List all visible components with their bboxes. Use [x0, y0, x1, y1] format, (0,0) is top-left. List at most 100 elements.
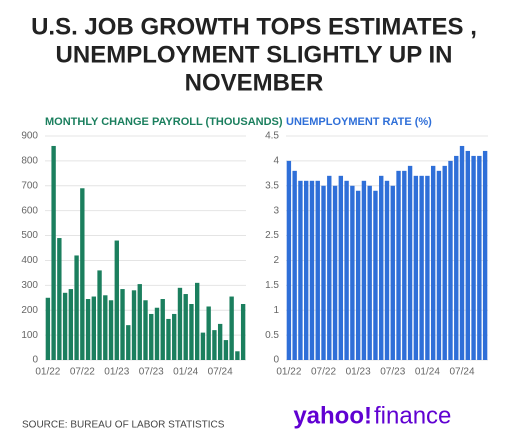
y-tick-label: 300 [21, 280, 38, 291]
logo-name: yahoo! [293, 402, 372, 429]
y-tick-label: 2 [273, 255, 279, 266]
chart-title: MONTHLY CHANGE PAYROLL (THOUSANDS) [45, 116, 283, 128]
bar [240, 304, 246, 360]
x-tick-label: 01/24 [173, 367, 198, 378]
bar [327, 175, 332, 360]
x-tick-label: 01/23 [104, 367, 129, 378]
x-tick-label: 07/24 [450, 367, 475, 378]
bar [217, 323, 223, 360]
y-tick-label: 0 [273, 355, 279, 366]
bar [430, 165, 436, 360]
bar [454, 155, 459, 360]
x-tick-label: 01/24 [415, 367, 440, 378]
y-tick-label: 500 [21, 230, 38, 241]
bar [114, 240, 119, 360]
bar [477, 155, 482, 360]
y-tick-label: 600 [21, 205, 38, 216]
bar [309, 180, 315, 360]
logo-product: finance [374, 402, 451, 429]
bar [373, 190, 378, 360]
bar [97, 270, 102, 360]
bar [332, 185, 338, 360]
x-tick-label: 01/22 [276, 367, 301, 378]
y-tick-label: 100 [21, 330, 38, 341]
bar [465, 150, 470, 360]
bar [195, 282, 200, 360]
bar [189, 304, 194, 360]
bar [315, 180, 320, 360]
x-tick-label: 01/23 [346, 367, 371, 378]
source: SOURCE: BUREAU OF LABOR STATISTICS [22, 420, 225, 431]
title-line: UNEMPLOYMENT SLIGHTLY UP IN [56, 41, 453, 68]
y-tick-label: 3.5 [265, 180, 279, 191]
x-tick-label: 07/22 [311, 367, 336, 378]
bar [235, 351, 240, 360]
bar [57, 238, 62, 360]
bar [131, 290, 137, 360]
bar [396, 170, 401, 360]
bar [350, 185, 355, 360]
y-tick-label: 700 [21, 180, 38, 191]
bar [379, 175, 384, 360]
bar [177, 287, 183, 360]
bar [321, 185, 326, 360]
bar [80, 188, 85, 360]
bar [413, 175, 419, 360]
y-tick-label: 3 [273, 205, 279, 216]
y-tick-label: 4 [273, 156, 279, 167]
y-tick-label: 1.5 [265, 280, 279, 291]
bar [108, 300, 114, 360]
bar [344, 180, 349, 360]
y-tick-label: 4.5 [265, 131, 279, 142]
bar [120, 289, 125, 360]
y-tick-label: 2.5 [265, 230, 279, 241]
bar [471, 155, 476, 360]
bar [338, 175, 344, 360]
bar [91, 296, 96, 360]
bar [160, 299, 165, 360]
y-tick-label: 0 [32, 355, 38, 366]
x-tick-label: 07/23 [380, 367, 405, 378]
bar [154, 307, 160, 360]
bar [292, 170, 297, 360]
bar [419, 175, 424, 360]
y-tick-label: 800 [21, 156, 38, 167]
x-tick-label: 07/23 [139, 367, 164, 378]
bar [229, 296, 234, 360]
bar [206, 306, 211, 360]
y-tick-label: 900 [21, 131, 38, 142]
bar [137, 284, 142, 360]
bar [183, 294, 188, 360]
bar [367, 185, 372, 360]
bar [482, 150, 488, 360]
x-tick-label: 01/22 [35, 367, 60, 378]
bar [436, 170, 442, 360]
bar [126, 325, 131, 360]
bar [407, 165, 413, 360]
y-tick-label: 1 [273, 305, 279, 316]
bar [172, 313, 177, 360]
bar [384, 180, 390, 360]
bar [304, 180, 309, 360]
bar [361, 180, 367, 360]
x-tick-label: 07/22 [70, 367, 95, 378]
x-tick-label: 07/24 [208, 367, 233, 378]
bar [459, 145, 465, 360]
bar [223, 340, 229, 360]
bar [212, 330, 217, 360]
bar [85, 299, 91, 360]
bar [143, 300, 148, 360]
bar [442, 165, 447, 360]
bar [390, 185, 395, 360]
bar [402, 170, 407, 360]
chart-title: UNEMPLOYMENT RATE (%) [286, 116, 432, 128]
bar [448, 160, 453, 360]
y-tick-label: 200 [21, 305, 38, 316]
bar [45, 297, 51, 360]
bar [425, 175, 430, 360]
bar [286, 160, 292, 360]
bar [62, 292, 68, 360]
